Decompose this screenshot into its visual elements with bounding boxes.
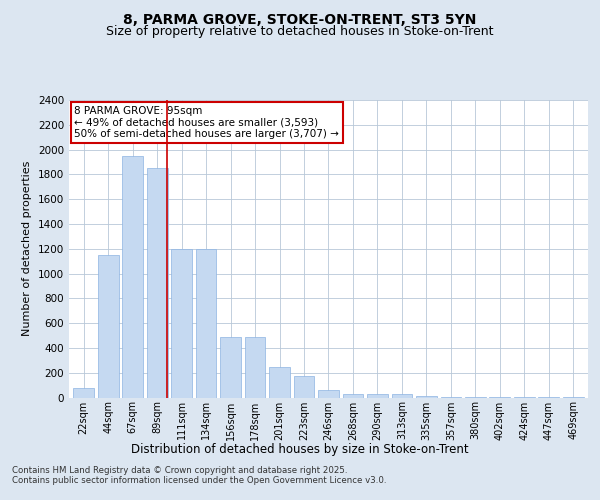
Bar (196, 248, 217, 398)
Bar (245, 337, 265, 398)
Bar (122, 156, 143, 398)
Bar (416, 396, 437, 398)
Text: 8 PARMA GROVE: 95sqm
← 49% of detached houses are smaller (3,593)
50% of semi-de: 8 PARMA GROVE: 95sqm ← 49% of detached h… (74, 106, 339, 139)
Bar (269, 366, 290, 398)
Bar (465, 397, 486, 398)
Bar (343, 394, 364, 398)
Bar (367, 394, 388, 398)
Bar (98, 255, 119, 398)
Bar (318, 390, 339, 398)
Text: Size of property relative to detached houses in Stoke-on-Trent: Size of property relative to detached ho… (106, 25, 494, 38)
Bar (147, 168, 167, 398)
Text: Contains HM Land Registry data © Crown copyright and database right 2025.: Contains HM Land Registry data © Crown c… (12, 466, 347, 475)
Bar (73, 388, 94, 398)
Bar (440, 397, 461, 398)
Bar (293, 376, 314, 398)
Bar (171, 248, 192, 398)
Bar (220, 337, 241, 398)
Text: Distribution of detached houses by size in Stoke-on-Trent: Distribution of detached houses by size … (131, 442, 469, 456)
Text: 8, PARMA GROVE, STOKE-ON-TRENT, ST3 5YN: 8, PARMA GROVE, STOKE-ON-TRENT, ST3 5YN (124, 12, 476, 26)
Text: Contains public sector information licensed under the Open Government Licence v3: Contains public sector information licen… (12, 476, 386, 485)
Y-axis label: Number of detached properties: Number of detached properties (22, 161, 32, 336)
Bar (392, 394, 412, 398)
